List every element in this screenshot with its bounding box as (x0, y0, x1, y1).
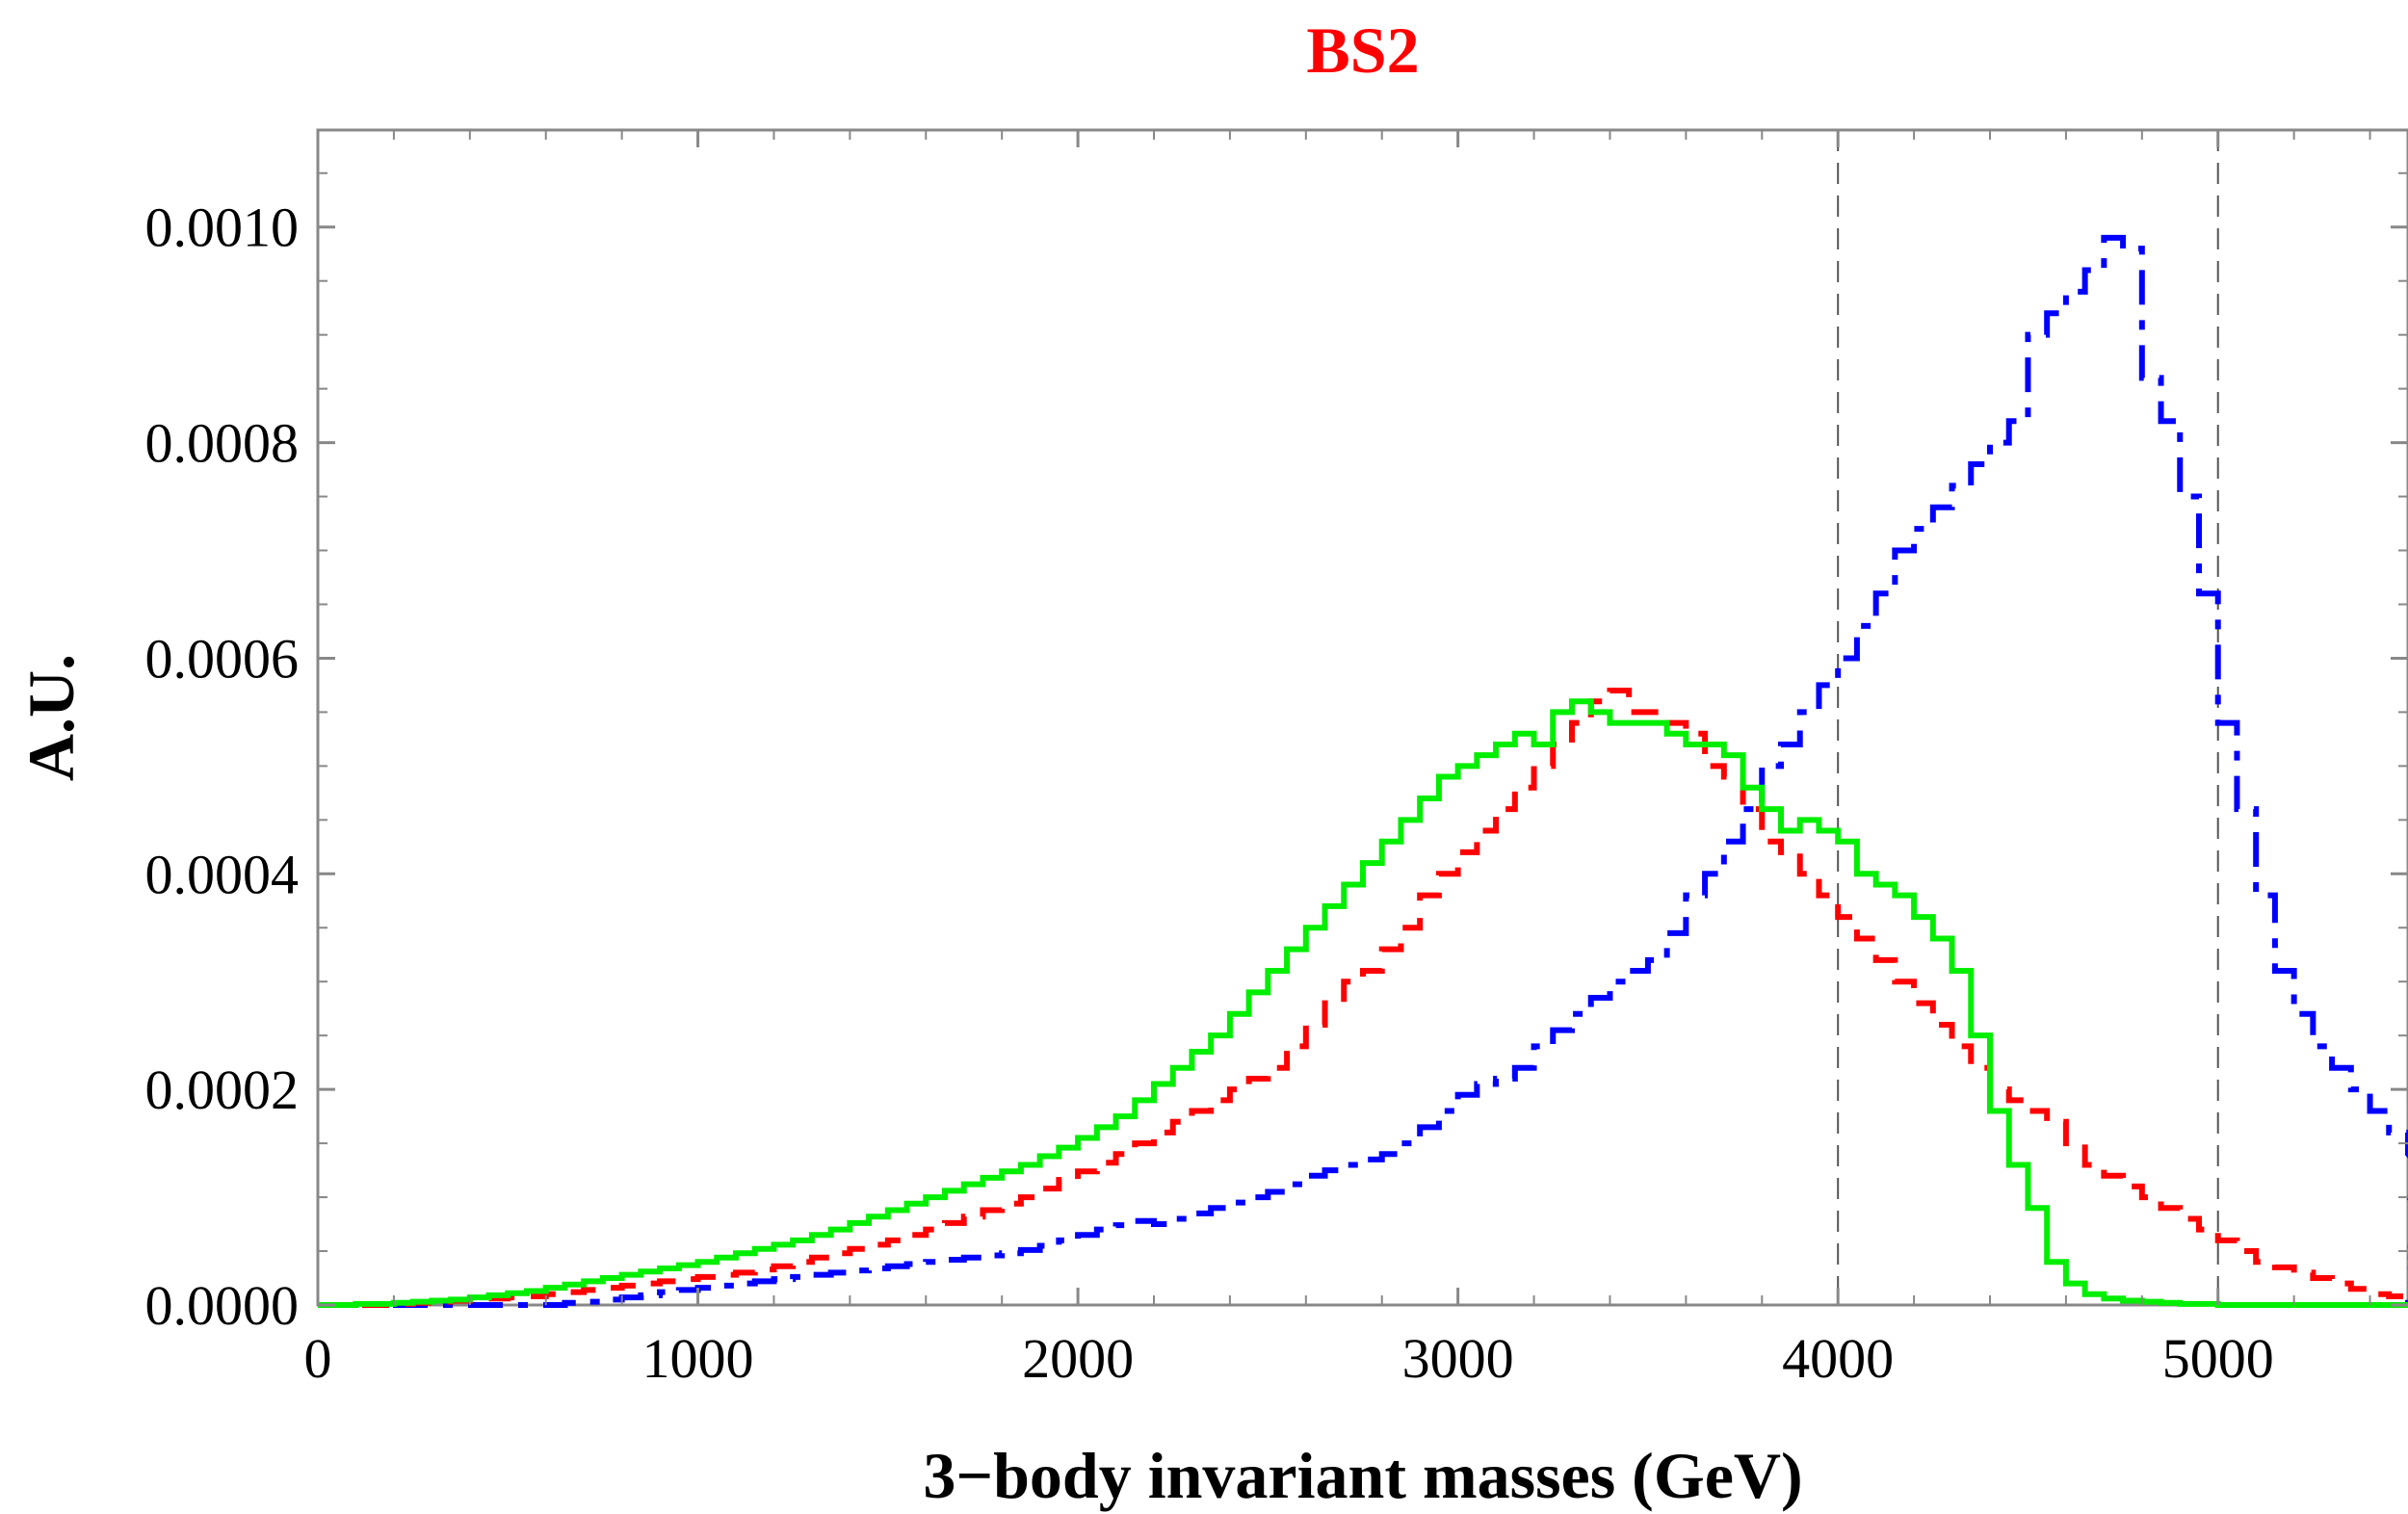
x-axis-ticks: 0 1000 2000 3000 4000 5000 (304, 130, 2371, 1390)
y-tick-label: 0.0000 (145, 1274, 300, 1337)
y-axis-ticks: 0.0000 0.0002 0.0004 0.0006 0.0008 0.0010 (145, 171, 2408, 1337)
y-tick-label: 0.0008 (145, 412, 300, 475)
y-tick-label: 0.0004 (145, 843, 300, 905)
y-axis-label: A.U. (14, 654, 88, 781)
series-blue-dashdot (318, 234, 2408, 1308)
series-red-dashed (318, 688, 2408, 1308)
x-tick-label: 0 (304, 1327, 332, 1390)
series-green-solid (318, 698, 2408, 1308)
y-tick-label: 0.0010 (145, 196, 300, 259)
x-tick-label: 5000 (2162, 1327, 2274, 1390)
x-tick-label: 3000 (1402, 1327, 1514, 1390)
series-layer (318, 234, 2408, 1308)
plot-frame (316, 128, 2408, 1307)
chart-title: BS2 (1306, 13, 1419, 87)
y-tick-label: 0.0006 (145, 627, 300, 690)
x-tick-label: 1000 (642, 1327, 754, 1390)
x-tick-label: 2000 (1022, 1327, 1134, 1390)
x-axis-label: 3−body invariant masses (GeV) (923, 1439, 1802, 1512)
x-tick-label: 4000 (1782, 1327, 1894, 1390)
y-tick-label: 0.0002 (145, 1058, 300, 1121)
